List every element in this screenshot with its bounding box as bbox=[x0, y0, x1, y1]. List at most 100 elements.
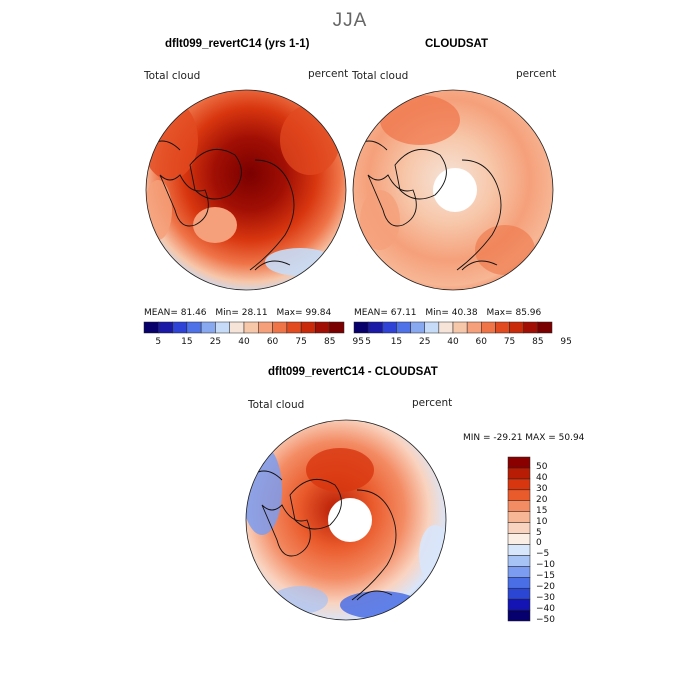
panel1-colorbar-swatch bbox=[286, 321, 302, 334]
panel1-colorbar-swatch bbox=[300, 321, 316, 334]
difference-colorbar-tick-label: −30 bbox=[536, 593, 555, 604]
panel1-colorbar-tick-label: 5 bbox=[155, 337, 162, 347]
panel1-colorbar-swatch bbox=[186, 321, 202, 334]
difference-colorbar-tick-label: −15 bbox=[536, 571, 555, 582]
panel2-title: CLOUDSAT bbox=[425, 38, 489, 50]
difference-colorbar-swatch bbox=[507, 609, 531, 622]
panel1-colorbar-tick-label: 95 bbox=[352, 337, 364, 347]
difference-colorbar-tick-label: 0 bbox=[536, 538, 542, 549]
panel2-colorbar-swatch bbox=[410, 321, 425, 334]
panel2-mean-label: MEAN= bbox=[354, 308, 388, 318]
panel2-min-label: Min= bbox=[425, 308, 449, 318]
panel2-colorbar-swatch bbox=[424, 321, 440, 334]
panel2-colorbar-tick-label: 25 bbox=[418, 337, 431, 347]
panel1-colorbar-swatch bbox=[215, 321, 230, 334]
difference-colorbar-swatch bbox=[507, 522, 531, 534]
panel1-colorbar-swatch bbox=[172, 321, 188, 334]
panel2-colorbar-swatch bbox=[466, 321, 482, 334]
panel2-mean-value: 67.11 bbox=[390, 308, 417, 318]
difference-colorbar-tick-label: 15 bbox=[536, 505, 548, 516]
difference-colorbar-swatch bbox=[507, 577, 531, 589]
panel2-min-value: 40.38 bbox=[451, 308, 478, 318]
panel1-mean-label: MEAN= bbox=[144, 308, 178, 318]
panel2-colorbar-tick-label: 95 bbox=[560, 337, 572, 347]
panel2-colorbar-swatch bbox=[495, 321, 510, 334]
panel1-colorbar-tick-label: 60 bbox=[266, 337, 279, 347]
panel1-variable-label: Total cloud bbox=[144, 70, 201, 82]
difference-colorbar-tick-label: −50 bbox=[536, 615, 555, 625]
panel1-min-value: 28.11 bbox=[241, 308, 268, 318]
panel1-colorbar-swatch bbox=[329, 321, 345, 334]
panel1-colorbar-tick-label: 15 bbox=[181, 337, 193, 347]
panel2-max-label: Max= bbox=[486, 308, 513, 318]
panel1-map bbox=[146, 90, 346, 290]
panel1-colorbar-tick-label: 85 bbox=[323, 337, 336, 347]
panel1-units-label: percent bbox=[308, 68, 349, 80]
panel3-units-label: percent bbox=[412, 397, 453, 409]
figure-title: JJA bbox=[332, 10, 368, 31]
panel2-colorbar-swatch bbox=[509, 321, 524, 334]
difference-colorbar-swatch bbox=[507, 555, 531, 567]
panel1-colorbar-swatch bbox=[229, 321, 245, 334]
panel3-variable-label: Total cloud bbox=[248, 399, 305, 411]
difference-colorbar-swatch bbox=[507, 456, 531, 469]
difference-colorbar-swatch bbox=[507, 511, 531, 523]
panel2-colorbar-tick-label: 60 bbox=[475, 337, 487, 347]
panel3-map bbox=[246, 420, 446, 620]
difference-colorbar-swatch bbox=[507, 489, 531, 501]
panel1-colorbar-swatch bbox=[200, 321, 216, 334]
difference-colorbar-swatch bbox=[507, 544, 531, 556]
difference-colorbar-swatch bbox=[507, 598, 531, 611]
difference-colorbar-tick-label: 50 bbox=[536, 461, 548, 472]
panel1-colorbar-swatch bbox=[158, 321, 173, 334]
difference-colorbar-swatch bbox=[507, 500, 531, 512]
difference-colorbar-swatch bbox=[507, 533, 531, 545]
panel2-colorbar-swatch bbox=[481, 321, 496, 334]
difference-colorbar-swatch bbox=[507, 467, 531, 480]
difference-colorbar-swatch bbox=[507, 566, 531, 578]
panel2-max-value: 85.96 bbox=[515, 308, 542, 318]
panel2-colorbar bbox=[353, 321, 553, 334]
panel3-title: dflt099_revertC14 - CLOUDSAT bbox=[268, 366, 438, 378]
difference-colorbar-tick-label: −10 bbox=[536, 560, 555, 571]
panel1-colorbar-swatch bbox=[258, 321, 273, 334]
difference-colorbar-swatch bbox=[507, 587, 531, 600]
panel2-colorbar-swatch bbox=[396, 321, 411, 334]
panel2-colorbar-tick-label: 75 bbox=[503, 337, 516, 347]
panel1-colorbar-swatch bbox=[272, 321, 288, 334]
difference-colorbar-tick-label: 10 bbox=[536, 516, 548, 527]
difference-colorbar bbox=[507, 456, 531, 622]
panel2-map bbox=[353, 90, 553, 290]
panel1-stats: MEAN= 81.46 Min= 28.11 Max= 99.84 bbox=[144, 308, 331, 318]
panel1-colorbar-swatch bbox=[315, 321, 330, 334]
panel2-colorbar-swatch bbox=[367, 321, 383, 334]
difference-colorbar-swatch bbox=[507, 478, 531, 491]
panel2-colorbar-tick-label: 5 bbox=[365, 337, 371, 347]
difference-colorbar-tick-label: −20 bbox=[536, 582, 555, 593]
panel2-colorbar-swatch bbox=[452, 321, 468, 334]
panel1-max-value: 99.84 bbox=[305, 308, 332, 318]
difference-colorbar-tick-label: 5 bbox=[536, 527, 542, 538]
panel1-colorbar bbox=[143, 321, 345, 334]
panel2-variable-label: Total cloud bbox=[352, 70, 409, 82]
panel2-colorbar-tick-label: 15 bbox=[390, 337, 403, 347]
panel1-colorbar-tick-label: 75 bbox=[295, 337, 307, 347]
panel1-max-label: Max= bbox=[276, 308, 303, 318]
panel2-colorbar-swatch bbox=[353, 321, 369, 334]
panel2-colorbar-tick-label: 40 bbox=[447, 337, 459, 347]
panel2-units-label: percent bbox=[516, 68, 557, 80]
panel1-colorbar-swatch bbox=[143, 321, 159, 334]
panel1-colorbar-swatch bbox=[243, 321, 259, 334]
panel1-title: dflt099_revertC14 (yrs 1-1) bbox=[165, 38, 310, 50]
panel2-stats: MEAN= 67.11 Min= 40.38 Max= 85.96 bbox=[354, 308, 541, 318]
panel3-range-text: MIN = -29.21 MAX = 50.94 bbox=[463, 433, 585, 443]
panel1-colorbar-tick-label: 25 bbox=[209, 337, 222, 347]
panel2-colorbar-swatch bbox=[382, 321, 397, 334]
panel1-colorbar-tick-label: 40 bbox=[238, 337, 250, 347]
difference-colorbar-tick-label: 30 bbox=[536, 483, 548, 494]
panel2-colorbar-swatch bbox=[537, 321, 553, 334]
panel1-min-label: Min= bbox=[215, 308, 239, 318]
difference-colorbar-tick-label: −40 bbox=[536, 604, 555, 615]
difference-colorbar-tick-label: 20 bbox=[536, 494, 548, 505]
